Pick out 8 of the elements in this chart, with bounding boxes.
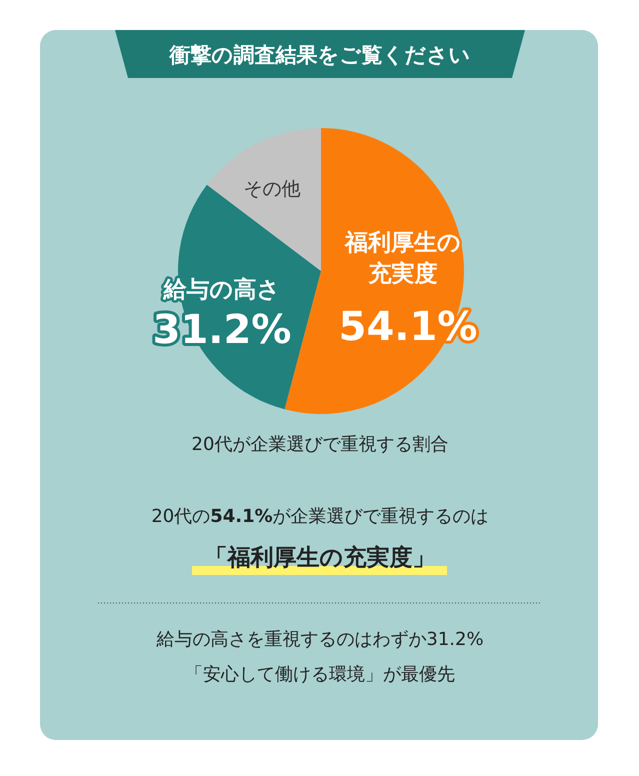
text: 「福利厚生の充実度」: [204, 544, 436, 571]
slice-label: 福利厚生の充実度: [344, 230, 461, 287]
text: 「安心して働ける環境」が最優先: [185, 664, 455, 685]
chart-title: 衝撃の調査結果をご覧ください: [168, 43, 470, 67]
text: 20代が企業選びで重視する割合: [192, 434, 448, 455]
text: 20代の54.1%が企業選びで重視するのは: [151, 506, 489, 527]
slice-label: その他: [244, 178, 300, 200]
text: 給与の高さを重視するのはわずか31.2%: [155, 629, 484, 650]
